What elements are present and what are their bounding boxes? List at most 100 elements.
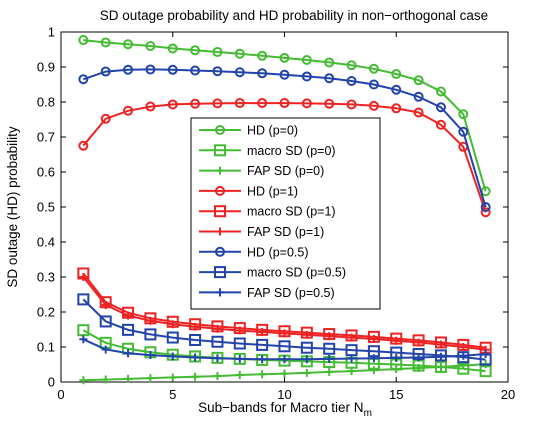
y-tick-label: 0.7 [37,130,55,145]
data-point [279,69,290,80]
data-point [234,48,245,59]
data-point [235,371,244,379]
data-point [413,107,424,118]
data-point [78,74,89,85]
data-point [480,202,491,212]
data-point [212,98,223,109]
data-point [300,341,313,354]
x-axis-title-subscript: m [364,408,372,419]
data-point [346,60,357,71]
data-point [189,334,202,346]
data-point [235,354,244,363]
data-point [123,64,134,75]
x-tick-label: 15 [389,387,403,402]
y-tick-label: 0.8 [37,95,55,110]
data-point [278,340,291,353]
x-axis-title-main: Sub−bands for Macro tier N [198,400,363,415]
data-point [346,76,357,86]
data-point [167,43,178,54]
data-point [124,311,133,320]
y-tick-label: 0.5 [37,200,55,215]
series-line [83,39,487,192]
data-point [325,354,334,363]
legend-entry: macro SD (p=0) [199,144,336,158]
legend-entry: HD (p=0) [199,124,298,138]
data-point [123,39,134,50]
data-point [435,102,446,113]
series-group [77,35,492,385]
data-point [123,105,134,116]
data-point [436,340,445,349]
series-hd-p-0 [78,35,491,197]
y-tick-label: 0.2 [37,305,55,320]
data-point [79,335,88,344]
data-point [257,98,268,109]
data-point [368,100,379,111]
data-point [168,373,177,382]
y-tick-label: 0.9 [37,60,55,75]
legend-label: HD (p=1) [247,184,298,198]
data-point [190,98,201,109]
legend-entry: FAP SD (p=0) [199,164,324,178]
data-point [77,324,90,337]
data-point [78,35,89,46]
data-point [369,366,378,375]
data-point [258,327,267,336]
legend-label: macro SD (p=1) [247,205,336,219]
data-point [459,351,468,360]
data-point [435,119,446,130]
legend-entry: FAP SD (p=1) [199,225,324,239]
data-point [324,98,335,109]
data-point [191,322,200,331]
x-tick-label: 20 [501,387,515,402]
x-axis: 0 5 10 15 20 [57,32,515,402]
data-point [258,355,267,364]
data-point [325,367,334,376]
legend-label: macro SD (p=0) [247,144,336,158]
data-point [99,315,112,328]
data-point [167,99,178,110]
data-point [413,91,424,102]
series-hd-p-1 [78,98,491,218]
data-point [368,79,379,90]
legend-label: HD (p=0.5) [247,245,308,259]
data-point [146,351,155,360]
series-line [82,102,487,213]
data-point [280,329,289,338]
data-point [325,332,334,341]
data-point [145,41,156,51]
legend-marker [214,205,226,218]
data-point [301,98,312,109]
data-point [391,69,402,79]
data-point [435,86,446,97]
data-point [391,84,402,95]
data-point [392,365,401,374]
data-point [302,355,311,364]
series-fap-sd-p-1 [79,273,490,354]
legend-label: macro SD (p=0.5) [247,266,346,280]
y-axis: 0 0.1 0.2 0.3 0.4 0.5 0.6 0.7 0.8 0.9 1 [37,25,508,390]
data-point [279,98,290,109]
data-point [369,334,378,343]
y-tick-label: 0.6 [37,165,55,180]
data-point [280,355,289,364]
data-point [280,369,289,378]
legend-marker [216,227,224,236]
y-axis-title: SD outage (HD) probability [5,126,20,288]
data-point [392,353,401,362]
data-point [414,353,423,362]
legend-marker [214,266,226,279]
data-point [256,338,269,351]
data-point [146,374,155,383]
legend-label: FAP SD (p=0.5) [247,286,335,300]
x-tick-label: 5 [169,387,176,402]
data-point [257,50,268,61]
x-tick-label: 0 [57,387,64,402]
data-point [436,362,445,371]
y-tick-label: 0 [48,375,55,390]
data-point [213,354,222,363]
data-point [233,337,246,350]
data-point [414,338,423,347]
data-point [347,367,356,376]
